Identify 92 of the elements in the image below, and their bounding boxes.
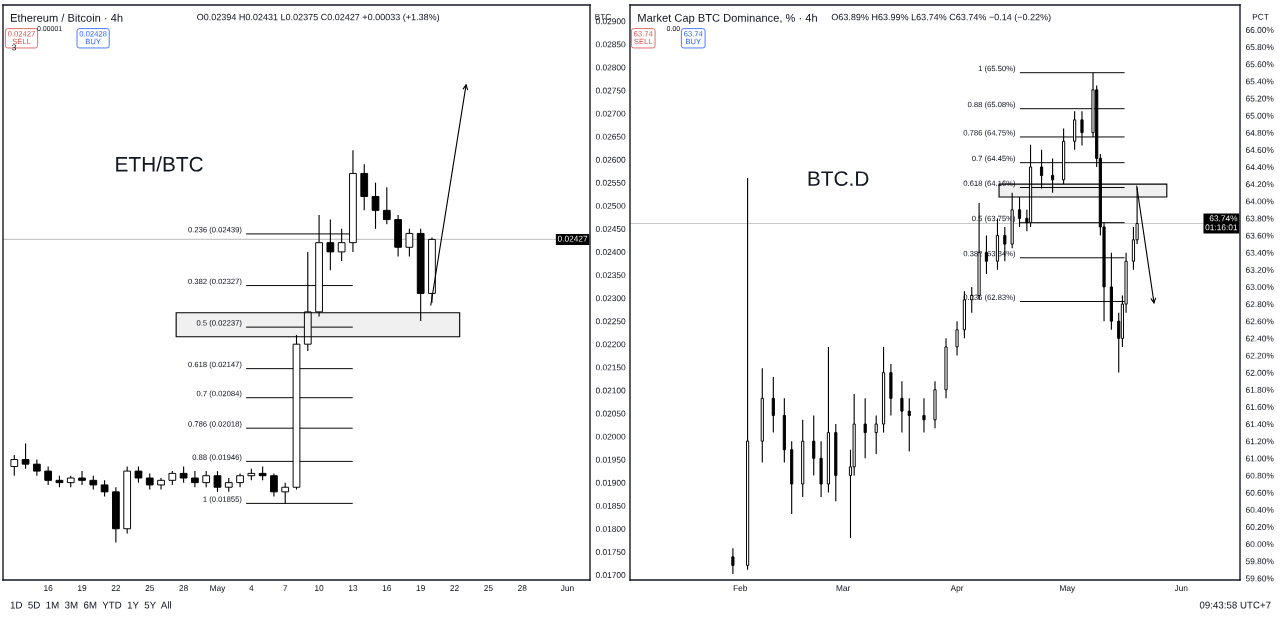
y-tick-label: 61.80%: [1245, 386, 1274, 393]
text: 1D 5D 1M 3M 6M YTD 1Y 5Y All: [10, 601, 171, 609]
x-tick-label: 25: [145, 585, 155, 591]
y-tick-label: 0.01750: [595, 549, 626, 555]
x-tick-label: May: [210, 585, 226, 593]
x-tick-label: 25: [484, 585, 493, 591]
y-tick-label: 0.02100: [595, 387, 626, 394]
text: Market Cap BTC Dominance, % · 4h: [638, 13, 817, 24]
y-tick-label: 0.02800: [595, 64, 626, 71]
y-tick-label: 64.60%: [1245, 147, 1274, 153]
x-tick-label: 16: [382, 585, 392, 591]
y-tick-label: 0.02150: [595, 364, 626, 371]
x-tick-label: 10: [315, 585, 324, 591]
x-tick-label: 7: [283, 585, 288, 591]
x-tick-label: Mar: [836, 585, 851, 591]
y-tick-label: 60.20%: [1245, 524, 1274, 530]
text: PCT: [1252, 13, 1269, 20]
x-tick-label: 19: [416, 585, 425, 591]
y-tick-label: 0.02450: [595, 226, 626, 232]
text: O0.02394 H0.02431 L0.02375 C0.02427 +0.00033 (+1.38%): [197, 13, 440, 23]
y-tick-label: 61.00%: [1245, 455, 1274, 462]
y-tick-label: 0.01900: [595, 479, 626, 486]
y-tick-label: 61.40%: [1245, 421, 1274, 428]
y-tick-label: 60.40%: [1245, 506, 1274, 513]
y-tick-label: 0.02900: [595, 18, 626, 25]
ref-line-label: 0.02427: [557, 235, 588, 242]
y-tick-label: 59.80%: [1245, 558, 1274, 565]
x-tick-label: 16: [44, 585, 53, 591]
y-tick-label: 0.02400: [595, 249, 626, 255]
y-tick-label: 64.80%: [1245, 129, 1274, 136]
x-tick-label: Apr: [950, 585, 964, 593]
y-tick-label: 0.02600: [595, 156, 626, 163]
ref-line-label: 63.74% 01:16:01: [1205, 215, 1238, 231]
y-tick-label: 64.20%: [1245, 181, 1274, 188]
x-tick-label: 28: [518, 585, 527, 591]
y-tick-label: 0.02700: [595, 110, 626, 117]
y-tick-label: 0.01800: [595, 525, 626, 532]
x-tick-label: Jun: [1174, 585, 1188, 591]
text: BTC: [595, 13, 612, 20]
y-tick-label: 0.02550: [595, 179, 626, 186]
y-tick-label: 61.60%: [1245, 404, 1274, 410]
y-tick-label: 59.60%: [1245, 575, 1274, 582]
y-tick-label: 65.40%: [1245, 78, 1274, 85]
annotation: ETH/BTC: [116, 156, 203, 172]
text: Ethereum / Bitcoin · 4h: [10, 13, 123, 22]
annotation: 3: [12, 44, 17, 51]
x-tick-label: Jun: [560, 585, 574, 591]
y-tick-label: 0.02200: [595, 341, 626, 348]
x-tick-label: 19: [78, 585, 87, 591]
y-tick-label: 0.02350: [595, 272, 626, 279]
y-tick-label: 61.20%: [1245, 438, 1274, 445]
y-tick-label: 62.40%: [1245, 335, 1274, 342]
y-tick-label: 0.02750: [595, 87, 626, 94]
x-tick-label: Feb: [733, 584, 748, 591]
y-tick-label: 0.02650: [595, 133, 626, 140]
y-tick-label: 0.01850: [595, 502, 626, 509]
y-tick-label: 65.20%: [1245, 95, 1274, 102]
y-tick-label: 62.20%: [1245, 352, 1274, 359]
y-tick-label: 0.02500: [595, 202, 626, 209]
y-tick-label: 65.00%: [1245, 112, 1274, 119]
y-tick-label: 60.00%: [1245, 541, 1274, 548]
y-tick-label: 60.60%: [1245, 489, 1274, 496]
y-tick-label: 0.02050: [595, 410, 626, 417]
y-tick-label: 0.02300: [595, 295, 626, 302]
x-tick-label: 22: [450, 585, 459, 591]
y-tick-label: 0.01700: [595, 572, 626, 579]
y-tick-label: 66.00%: [1245, 27, 1274, 33]
x-tick-label: 13: [348, 585, 358, 591]
y-tick-label: 0.01950: [595, 456, 626, 463]
y-tick-label: 63.40%: [1245, 249, 1274, 256]
y-tick-label: 60.80%: [1245, 472, 1274, 479]
x-tick-label: May: [1060, 585, 1076, 593]
y-tick-label: 65.60%: [1245, 61, 1274, 68]
x-tick-label: 4: [249, 585, 254, 591]
y-tick-label: 0.02850: [595, 41, 626, 48]
y-tick-label: 62.80%: [1245, 301, 1274, 308]
y-tick-label: 63.00%: [1245, 284, 1274, 291]
y-tick-label: 63.20%: [1245, 266, 1274, 273]
text: O63.89% H63.99% L63.74% C63.74% −0.14 (−0.22%): [831, 13, 1051, 23]
y-tick-label: 0.02250: [595, 318, 626, 325]
y-tick-label: 62.00%: [1245, 369, 1274, 376]
y-tick-label: 62.60%: [1245, 318, 1274, 325]
y-tick-label: 63.80%: [1245, 215, 1274, 222]
annotation: BTC.D: [808, 171, 869, 186]
y-tick-label: 63.60%: [1245, 232, 1274, 239]
x-tick-label: 22: [111, 585, 121, 591]
y-tick-label: 64.00%: [1245, 198, 1274, 205]
text: 09:43:58 UTC+7: [1199, 601, 1271, 609]
y-tick-label: 0.02000: [595, 433, 626, 440]
x-tick-label: 28: [179, 585, 188, 591]
y-tick-label: 65.80%: [1245, 44, 1274, 51]
y-tick-label: 64.40%: [1245, 164, 1274, 171]
